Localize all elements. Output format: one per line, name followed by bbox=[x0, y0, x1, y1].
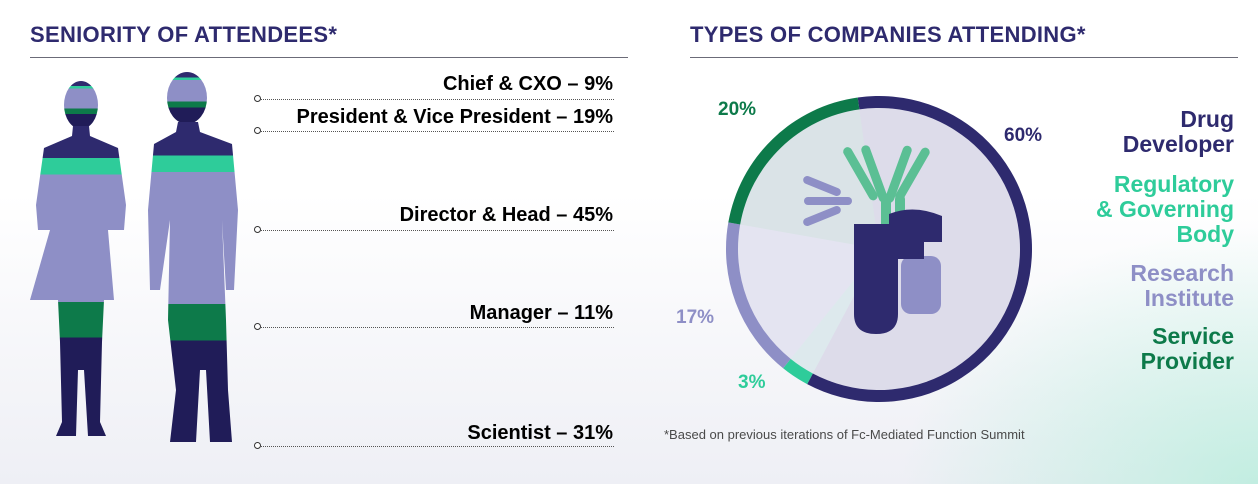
seniority-label-director: Director & Head – 45% bbox=[399, 204, 613, 226]
leader-line-manager bbox=[254, 323, 614, 330]
pct-label-service: 20% bbox=[718, 99, 757, 120]
seniority-label-chief-cxo: Chief & CXO – 9% bbox=[442, 73, 613, 95]
leader-line-president bbox=[254, 127, 614, 134]
pct-label-drug-developer: 60% bbox=[1004, 125, 1043, 146]
donut-segment-service-provider bbox=[728, 97, 860, 225]
pct-label-regulatory: 3% bbox=[738, 372, 766, 393]
legend-regulatory: Regulatory & Governing Body bbox=[1095, 171, 1234, 247]
seniority-title-rule bbox=[30, 57, 628, 58]
attendee-silhouettes bbox=[30, 72, 238, 442]
seniority-title: SENIORITY OF ATTENDEES* bbox=[30, 22, 338, 47]
donut-wedge-research-institute bbox=[738, 224, 879, 359]
companies-title: TYPES OF COMPANIES ATTENDING* bbox=[690, 22, 1086, 47]
donut-segment-regulatory-governing-body bbox=[783, 358, 813, 385]
antibody-icon bbox=[803, 145, 942, 334]
leader-line-chief-cxo bbox=[254, 95, 614, 102]
male-silhouette bbox=[148, 72, 238, 442]
companies-donut-chart bbox=[726, 96, 1032, 402]
footnote: *Based on previous iterations of Fc-Medi… bbox=[664, 427, 1025, 442]
seniority-label-manager: Manager – 11% bbox=[469, 302, 613, 324]
leader-line-director bbox=[254, 226, 614, 233]
seniority-label-president: President & Vice President – 19% bbox=[296, 106, 613, 128]
legend-service-provider: Service Provider bbox=[1140, 323, 1234, 374]
seniority-label-scientist: Scientist – 31% bbox=[467, 422, 613, 444]
pct-label-research: 17% bbox=[676, 307, 715, 328]
companies-title-rule bbox=[690, 57, 1238, 58]
legend-drug-developer: Drug Developer bbox=[1122, 106, 1234, 157]
donut-segment-research-institute bbox=[726, 222, 791, 369]
female-silhouette bbox=[30, 81, 128, 436]
legend-research-institute: Research Institute bbox=[1130, 260, 1234, 311]
leader-line-scientist bbox=[254, 442, 614, 449]
